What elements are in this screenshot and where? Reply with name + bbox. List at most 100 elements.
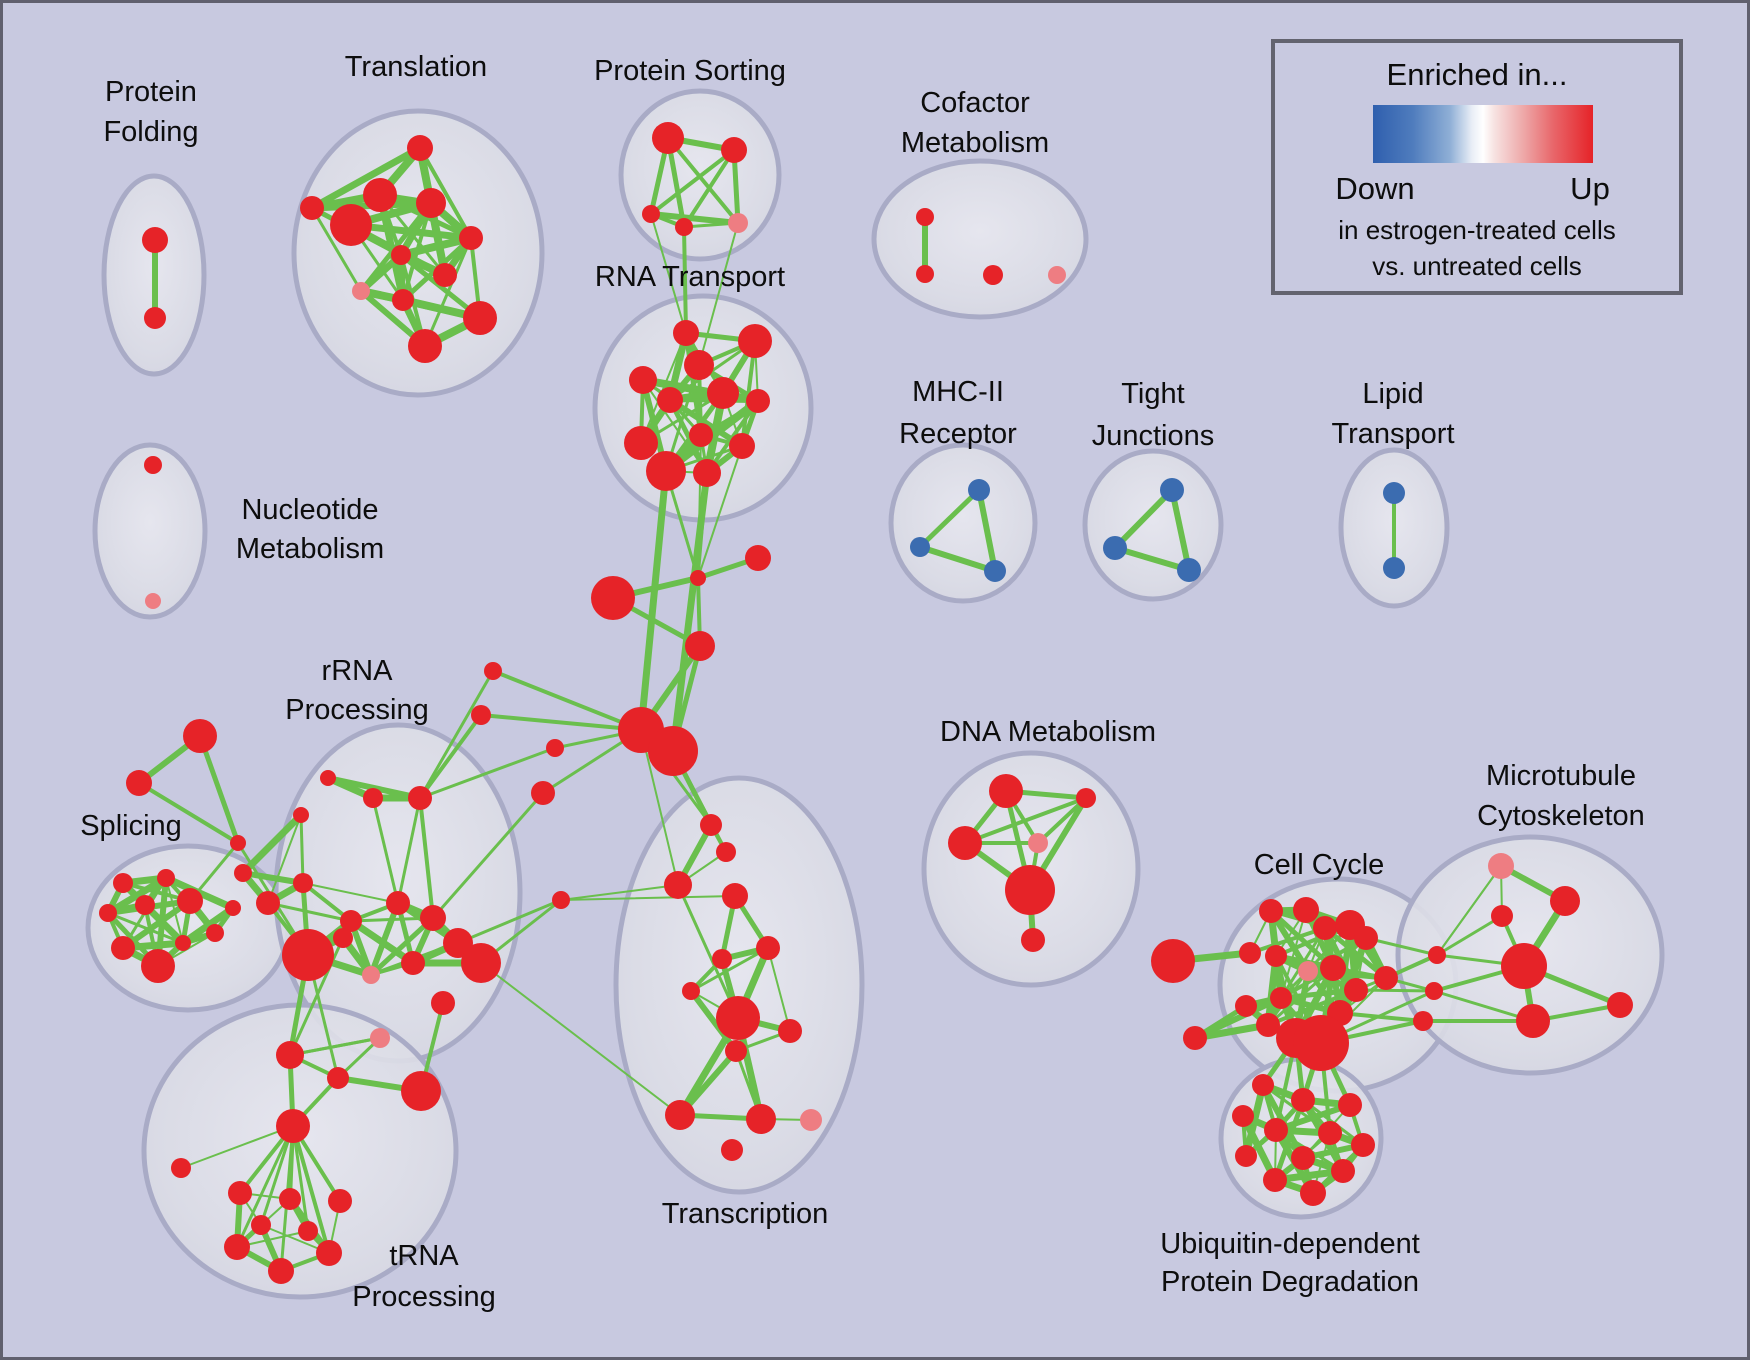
cell-cycle-node[interactable] <box>1256 1013 1280 1037</box>
backbone-node[interactable] <box>327 1067 349 1089</box>
splicing-node[interactable] <box>99 904 117 922</box>
splicing-node[interactable] <box>177 888 203 914</box>
protein-folding-node[interactable] <box>142 227 168 253</box>
cell-cycle-node[interactable] <box>1183 1026 1207 1050</box>
cell-cycle-node[interactable] <box>1298 961 1318 981</box>
nucleotide-metabolism-node[interactable] <box>144 456 162 474</box>
ubiquitin-degradation-node[interactable] <box>1264 1118 1288 1142</box>
rna-transport-node[interactable] <box>629 366 657 394</box>
backbone-node[interactable] <box>484 662 502 680</box>
rna-transport-node[interactable] <box>729 433 755 459</box>
cell-cycle-node[interactable] <box>1259 899 1283 923</box>
trna-processing-node[interactable] <box>171 1158 191 1178</box>
microtubule-cytoskeleton-node[interactable] <box>1488 853 1514 879</box>
splicing-node[interactable] <box>126 770 152 796</box>
backbone-node[interactable] <box>531 781 555 805</box>
transcription-node[interactable] <box>778 1019 802 1043</box>
trna-processing-node[interactable] <box>316 1240 342 1266</box>
splicing-node[interactable] <box>206 924 224 942</box>
trna-processing-node[interactable] <box>268 1258 294 1284</box>
ubiquitin-degradation-node[interactable] <box>1331 1159 1355 1183</box>
trna-processing-node[interactable] <box>224 1234 250 1260</box>
rrna-processing-node[interactable] <box>431 991 455 1015</box>
dna-metabolism-node[interactable] <box>1028 833 1048 853</box>
translation-node[interactable] <box>392 289 414 311</box>
backbone-node[interactable] <box>276 1041 304 1069</box>
microtubule-cytoskeleton-node[interactable] <box>1516 1004 1550 1038</box>
trna-processing-node[interactable] <box>228 1181 252 1205</box>
ubiquitin-degradation-node[interactable] <box>1263 1168 1287 1192</box>
trna-processing-node[interactable] <box>276 1109 310 1143</box>
transcription-node[interactable] <box>716 996 760 1040</box>
splicing-node[interactable] <box>157 869 175 887</box>
cofactor-metabolism-node[interactable] <box>1048 266 1066 284</box>
ubiquitin-degradation-node[interactable] <box>1291 1146 1315 1170</box>
microtubule-cytoskeleton-node[interactable] <box>1501 943 1547 989</box>
ubiquitin-degradation-node[interactable] <box>1235 1145 1257 1167</box>
dna-metabolism-node[interactable] <box>1005 865 1055 915</box>
ubiquitin-degradation-node[interactable] <box>1300 1180 1326 1206</box>
rna-transport-node[interactable] <box>657 387 683 413</box>
cell-cycle-node[interactable] <box>1239 942 1261 964</box>
transcription-node[interactable] <box>800 1109 822 1131</box>
rrna-processing-node[interactable] <box>408 786 432 810</box>
rrna-processing-node[interactable] <box>293 807 309 823</box>
lipid-transport-node[interactable] <box>1383 557 1405 579</box>
backbone-node[interactable] <box>552 891 570 909</box>
rrna-processing-node[interactable] <box>282 929 334 981</box>
microtubule-cytoskeleton-node[interactable] <box>1413 1011 1433 1031</box>
cell-cycle-node[interactable] <box>1151 939 1195 983</box>
lipid-transport-node[interactable] <box>1383 482 1405 504</box>
splicing-node[interactable] <box>183 719 217 753</box>
rna-transport-node[interactable] <box>746 389 770 413</box>
translation-node[interactable] <box>459 226 483 250</box>
rrna-processing-node[interactable] <box>320 770 336 786</box>
transcription-node[interactable] <box>721 1139 743 1161</box>
transcription-node[interactable] <box>682 982 700 1000</box>
microtubule-cytoskeleton-node[interactable] <box>1491 905 1513 927</box>
dna-metabolism-node[interactable] <box>1021 928 1045 952</box>
rrna-processing-node[interactable] <box>362 966 380 984</box>
backbone-node[interactable] <box>591 576 635 620</box>
transcription-node[interactable] <box>665 1100 695 1130</box>
rrna-processing-node[interactable] <box>420 905 446 931</box>
transcription-node[interactable] <box>725 1040 747 1062</box>
cell-cycle-node[interactable] <box>1374 966 1398 990</box>
cofactor-metabolism-node[interactable] <box>983 265 1003 285</box>
trna-processing-node[interactable] <box>328 1189 352 1213</box>
splicing-node[interactable] <box>113 873 133 893</box>
protein-sorting-node[interactable] <box>675 218 693 236</box>
splicing-node[interactable] <box>225 900 241 916</box>
rrna-processing-node[interactable] <box>340 910 362 932</box>
rna-transport-node[interactable] <box>738 324 772 358</box>
cell-cycle-node[interactable] <box>1313 916 1337 940</box>
translation-node[interactable] <box>352 282 370 300</box>
rrna-processing-node[interactable] <box>386 891 410 915</box>
rrna-processing-node[interactable] <box>461 943 501 983</box>
rrna-processing-node[interactable] <box>234 864 252 882</box>
splicing-node[interactable] <box>230 835 246 851</box>
backbone-node[interactable] <box>648 726 698 776</box>
microtubule-cytoskeleton-node[interactable] <box>1607 992 1633 1018</box>
translation-node[interactable] <box>408 329 442 363</box>
cell-cycle-node[interactable] <box>1235 995 1257 1017</box>
translation-node[interactable] <box>300 196 324 220</box>
cell-cycle-node[interactable] <box>1344 978 1368 1002</box>
translation-node[interactable] <box>463 301 497 335</box>
translation-node[interactable] <box>407 135 433 161</box>
splicing-node[interactable] <box>111 936 135 960</box>
cell-cycle-node[interactable] <box>1320 955 1346 981</box>
cofactor-metabolism-node[interactable] <box>916 265 934 283</box>
mhc-ii-receptor-node[interactable] <box>910 537 930 557</box>
rna-transport-node[interactable] <box>707 377 739 409</box>
translation-node[interactable] <box>416 188 446 218</box>
nucleotide-metabolism-node[interactable] <box>145 593 161 609</box>
trna-processing-node[interactable] <box>251 1215 271 1235</box>
ubiquitin-degradation-node[interactable] <box>1338 1093 1362 1117</box>
protein-sorting-node[interactable] <box>642 205 660 223</box>
translation-node[interactable] <box>391 245 411 265</box>
protein-folding-node[interactable] <box>144 307 166 329</box>
dna-metabolism-node[interactable] <box>989 774 1023 808</box>
tight-junctions-node[interactable] <box>1160 478 1184 502</box>
transcription-node[interactable] <box>722 883 748 909</box>
